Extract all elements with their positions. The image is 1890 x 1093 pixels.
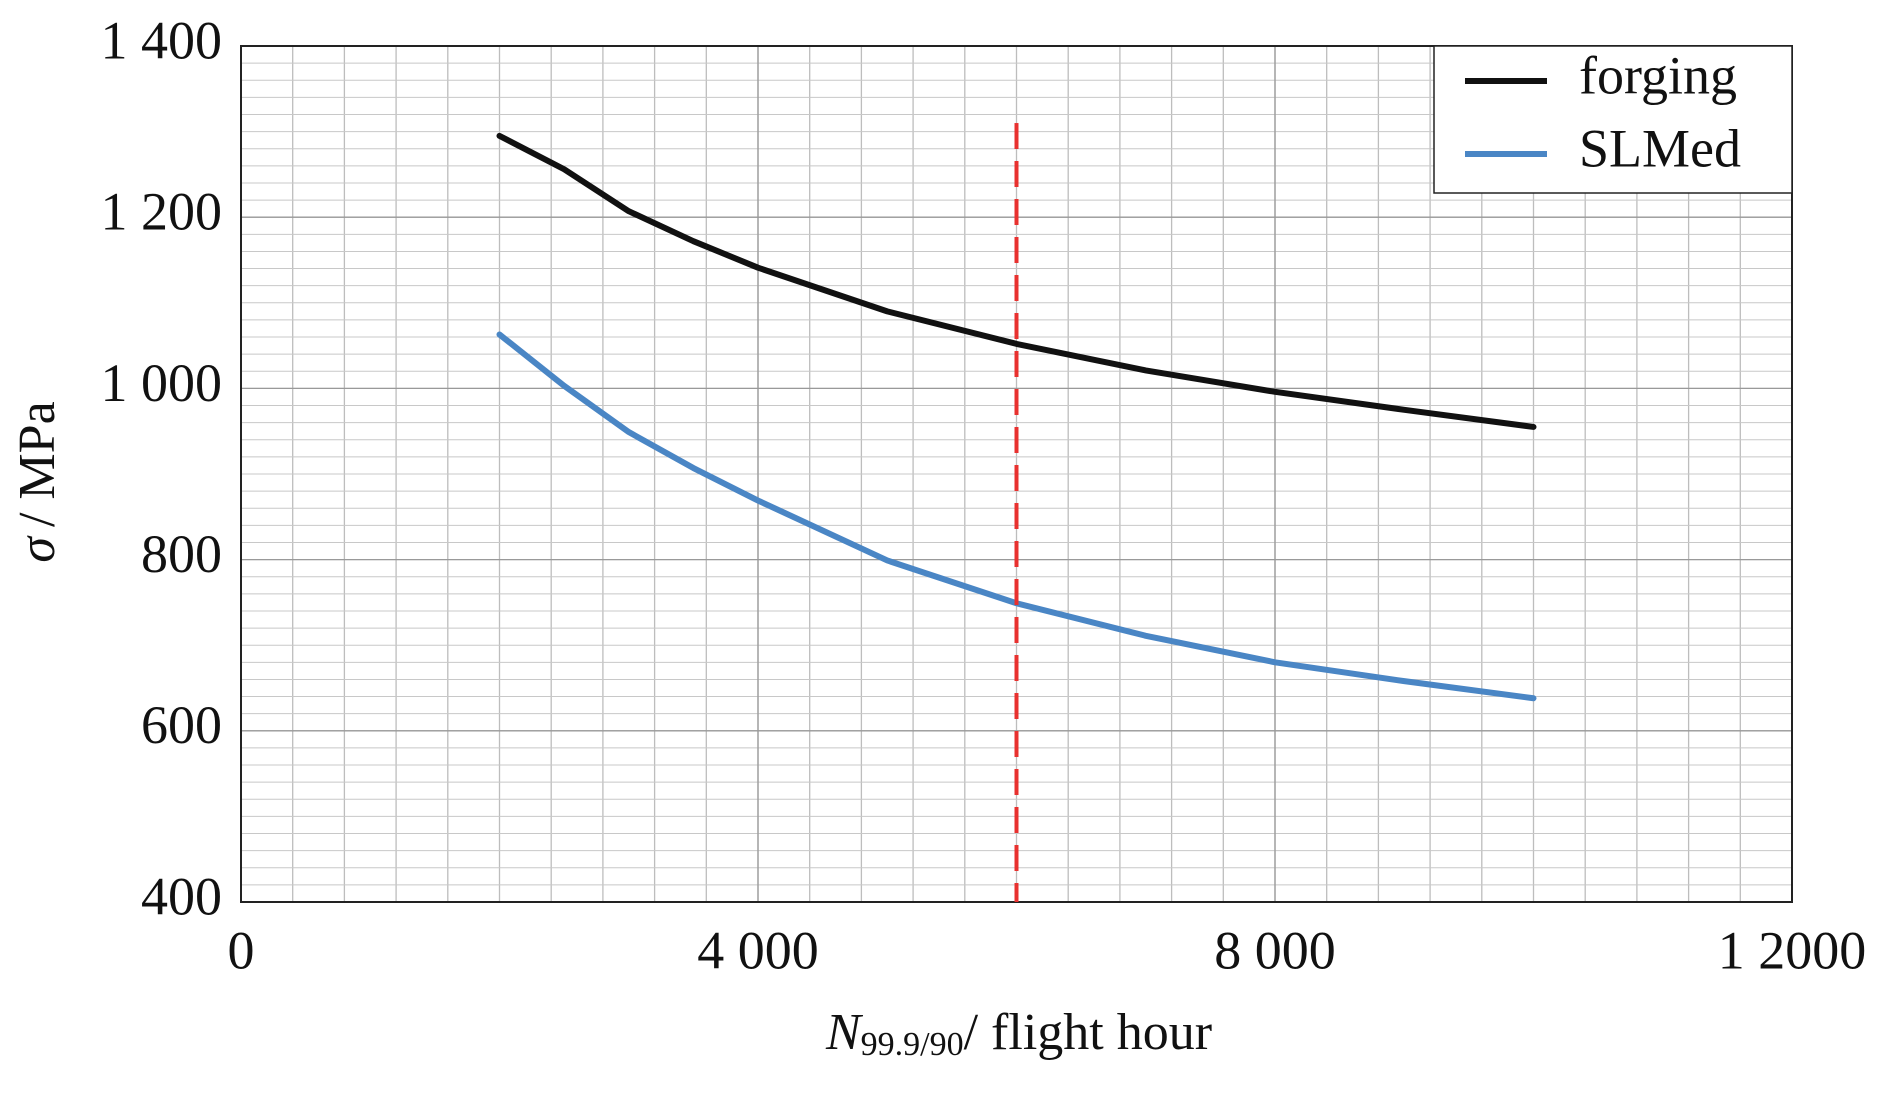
x-axis-label: N99.9/90/ flight hour — [825, 1004, 1212, 1063]
y-tick-label: 1 000 — [101, 353, 223, 413]
y-tick-label: 400 — [141, 866, 222, 926]
y-tick-label: 1 400 — [101, 10, 223, 70]
x-label-unit: / flight hour — [964, 1004, 1212, 1061]
y-tick-label: 1 200 — [101, 182, 223, 242]
y-axis-label: σ / MPa — [9, 401, 66, 562]
data-line — [496, 331, 1537, 702]
x-label-subscript: 99.9/90 — [861, 1026, 964, 1063]
y-tick-label: 600 — [141, 695, 222, 755]
x-tick-label: 8 000 — [1214, 920, 1336, 980]
x-label-symbol: N — [825, 1004, 864, 1061]
x-tick-label: 1 2000 — [1718, 920, 1867, 980]
x-tick-label: 0 — [228, 920, 255, 980]
y-tick-label: 800 — [141, 524, 222, 584]
y-label-unit: / MPa — [9, 401, 66, 527]
x-tick-label: 4 000 — [697, 920, 819, 980]
data-line — [496, 132, 1537, 430]
y-label-symbol: σ — [9, 535, 66, 563]
legend-box — [1433, 45, 1793, 194]
legend-label: SLMed — [1579, 118, 1741, 178]
legend-label: forging — [1579, 45, 1737, 105]
